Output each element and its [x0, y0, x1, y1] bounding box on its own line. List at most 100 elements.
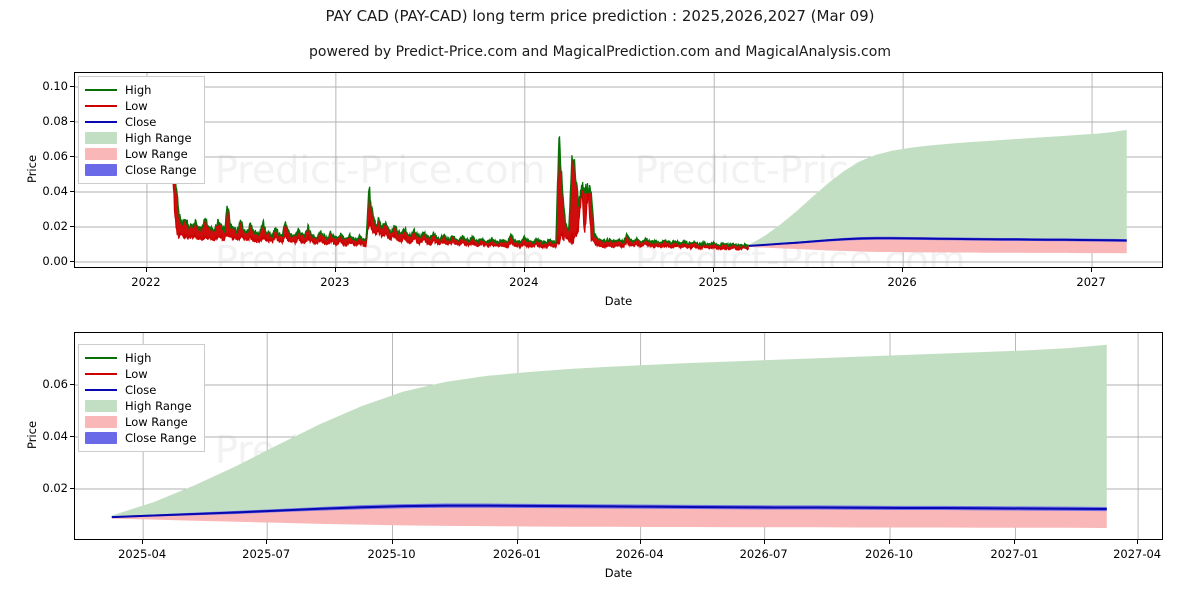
legend-item-low-range[interactable]: Low Range — [85, 146, 196, 162]
y-axis-label: Price — [25, 154, 39, 184]
x-axis-tick-label: 2026-04 — [615, 547, 664, 561]
y-axis-tick-label: 0.04 — [42, 184, 68, 198]
legend-item-high-range[interactable]: High Range — [85, 130, 196, 146]
x-axis-tick-mark — [145, 268, 147, 272]
x-axis-tick-label: 2026 — [887, 275, 917, 289]
y-axis-tick-mark — [70, 121, 74, 122]
y-axis-tick-label: 0.08 — [42, 114, 68, 128]
top-plot-svg: Predict-Price.com Predict-Price.comPredic… — [75, 73, 1162, 267]
y-axis-tick-mark — [70, 156, 74, 157]
legend-item-close[interactable]: Close — [85, 114, 196, 130]
history-low-line — [172, 178, 750, 251]
y-axis-tick-mark — [70, 436, 74, 437]
legend-item-label: High Range — [125, 399, 192, 413]
x-axis-tick-mark — [266, 540, 268, 544]
legend-item-label: Close Range — [125, 431, 197, 445]
legend-swatch-patch-icon — [85, 416, 117, 428]
legend-swatch-line-icon — [85, 384, 117, 396]
legend-item-close-range[interactable]: Close Range — [85, 162, 196, 178]
x-axis-tick-label: 2026-01 — [492, 547, 541, 561]
history-high-line — [172, 118, 750, 249]
y-axis-tick-label: 0.10 — [42, 79, 68, 93]
low-range-band — [748, 238, 1127, 254]
x-axis-tick-label: 2027-01 — [990, 547, 1039, 561]
y-axis-tick-mark — [70, 488, 74, 489]
x-axis-tick-mark — [142, 540, 144, 544]
legend-item-label: Close Range — [125, 163, 197, 177]
legend-item-label: High — [125, 351, 152, 365]
top-chart-panel: Predict-Price.com Predict-Price.com Predic… — [0, 0, 1200, 320]
x-axis-tick-label: 2027 — [1076, 275, 1106, 289]
x-axis-tick-mark — [334, 268, 336, 272]
x-axis-tick-label: 2024 — [509, 275, 539, 289]
y-axis-tick-mark — [70, 86, 74, 87]
x-axis-tick-mark — [516, 540, 518, 544]
watermark-text: Predict-Price.com — [215, 148, 546, 192]
legend-item-label: Low — [125, 99, 148, 113]
chart-legend[interactable]: High Low Close High Range Low Range Close Ran… — [78, 76, 206, 184]
x-axis-tick-label: 2022 — [131, 275, 161, 289]
y-axis-tick-label: 0.02 — [42, 219, 68, 233]
x-axis-tick-mark — [1014, 540, 1016, 544]
x-axis-label: Date — [604, 294, 633, 308]
x-axis-tick-mark — [1091, 268, 1093, 272]
legend-item-label: Low — [125, 367, 148, 381]
y-axis-tick-mark — [70, 261, 74, 262]
y-axis-tick-mark — [70, 226, 74, 227]
x-axis-tick-mark — [763, 540, 765, 544]
legend-swatch-patch-icon — [85, 164, 117, 176]
x-axis-tick-label: 2027-04 — [1113, 547, 1162, 561]
page-subtitle: powered by Predict-Price.com and Magical… — [309, 44, 891, 60]
x-axis-tick-mark — [391, 540, 393, 544]
top-plot-area: Predict-Price.com Predict-Price.com Predic… — [74, 72, 1163, 268]
y-axis-tick-mark — [70, 384, 74, 385]
legend-item-high[interactable]: High — [85, 350, 196, 366]
legend-swatch-line-icon — [85, 116, 117, 128]
page-title: PAY CAD (PAY-CAD) long term price predic… — [325, 7, 875, 25]
x-axis-tick-label: 2026-10 — [865, 547, 914, 561]
x-axis-tick-label: 2023 — [320, 275, 350, 289]
y-axis-tick-label: 0.04 — [42, 429, 68, 443]
legend-item-label: Close — [125, 383, 157, 397]
legend-item-label: High — [125, 83, 152, 97]
high-range-band — [111, 344, 1107, 518]
x-axis-tick-label: 2025-10 — [367, 547, 416, 561]
high-range-band — [748, 129, 1127, 246]
legend-item-label: High Range — [125, 131, 192, 145]
x-axis-tick-label: 2025-07 — [242, 547, 291, 561]
legend-swatch-line-icon — [85, 368, 117, 380]
legend-item-high[interactable]: High — [85, 82, 196, 98]
legend-item-low[interactable]: Low — [85, 98, 196, 114]
legend-item-low-range[interactable]: Low Range — [85, 414, 196, 430]
x-axis-tick-mark — [523, 268, 525, 272]
legend-item-high-range[interactable]: High Range — [85, 398, 196, 414]
legend-swatch-patch-icon — [85, 400, 117, 412]
legend-swatch-patch-icon — [85, 432, 117, 444]
x-axis-tick-mark — [889, 540, 891, 544]
y-axis-tick-label: 0.02 — [42, 481, 68, 495]
legend-item-low[interactable]: Low — [85, 366, 196, 382]
y-axis-tick-label: 0.06 — [42, 377, 68, 391]
legend-item-label: Close — [125, 115, 157, 129]
x-axis-tick-mark — [902, 268, 904, 272]
y-axis-tick-label: 0.06 — [42, 149, 68, 163]
legend-item-close[interactable]: Close — [85, 382, 196, 398]
legend-swatch-line-icon — [85, 84, 117, 96]
legend-item-close-range[interactable]: Close Range — [85, 430, 196, 446]
legend-swatch-line-icon — [85, 100, 117, 112]
legend-item-label: Low Range — [125, 415, 188, 429]
forecast-close-line — [748, 237, 1127, 247]
chart-legend[interactable]: High Low Close High Range Low Range Close Ran… — [78, 344, 206, 452]
x-axis-tick-mark — [1137, 540, 1139, 544]
x-axis-tick-label: 2025 — [698, 275, 728, 289]
forecast-close-line — [111, 504, 1107, 519]
legend-swatch-patch-icon — [85, 148, 117, 160]
x-axis-tick-mark — [713, 268, 715, 272]
y-axis-tick-label: 0.00 — [42, 254, 68, 268]
x-axis-label: Date — [604, 566, 633, 580]
x-axis-tick-mark — [639, 540, 641, 544]
